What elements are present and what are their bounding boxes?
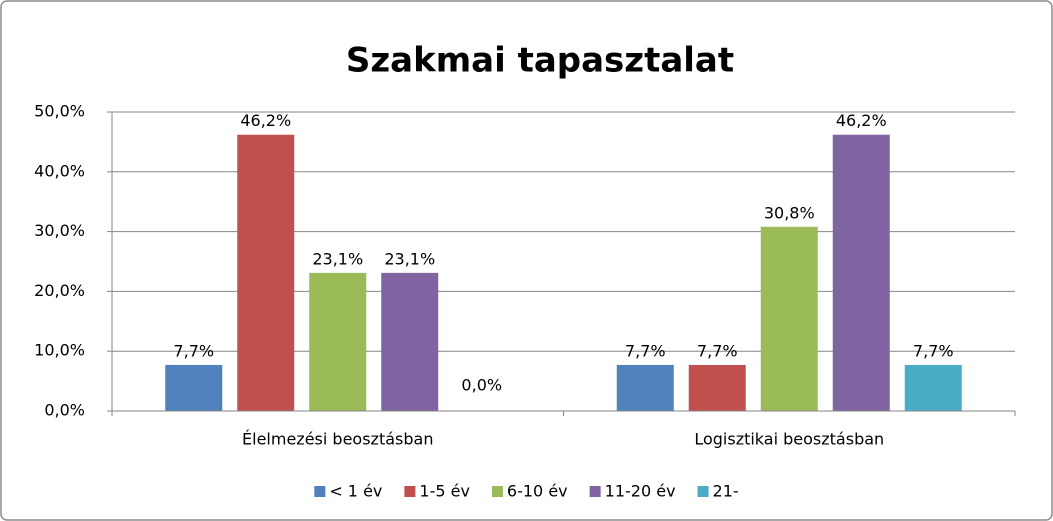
value-label: 30,8% bbox=[764, 203, 815, 222]
bar bbox=[904, 364, 962, 411]
y-tick-label: 30,0% bbox=[34, 221, 85, 240]
value-label: 0,0% bbox=[461, 376, 502, 395]
legend-swatch bbox=[404, 486, 416, 497]
legend-label: 1-5 év bbox=[419, 482, 470, 501]
value-label: 46,2% bbox=[836, 111, 887, 130]
value-label: 7,7% bbox=[173, 341, 214, 360]
value-label: 23,1% bbox=[312, 249, 363, 268]
bar bbox=[237, 134, 295, 411]
y-tick-label: 10,0% bbox=[34, 341, 85, 360]
legend-label: 6-10 év bbox=[507, 482, 568, 501]
y-tick-label: 0,0% bbox=[44, 401, 85, 420]
legend-swatch bbox=[589, 486, 601, 497]
y-tick-label: 20,0% bbox=[34, 281, 85, 300]
bar bbox=[760, 226, 818, 411]
bar bbox=[616, 364, 674, 411]
legend-label: 11-20 év bbox=[605, 482, 676, 501]
chart-title: Szakmai tapasztalat bbox=[346, 41, 734, 81]
y-tick-label: 40,0% bbox=[34, 161, 85, 180]
legend-swatch bbox=[697, 486, 709, 497]
y-tick-label: 50,0% bbox=[34, 102, 85, 121]
legend-swatch bbox=[491, 486, 503, 497]
value-label: 7,7% bbox=[697, 341, 738, 360]
value-label: 7,7% bbox=[913, 341, 954, 360]
x-tick-label: Logisztikai beosztásban bbox=[694, 430, 884, 449]
legend-label: < 1 év bbox=[329, 482, 382, 501]
bar bbox=[309, 272, 367, 411]
x-tick-label: Élelmezési beosztásban bbox=[242, 430, 433, 449]
bar bbox=[381, 272, 439, 411]
value-label: 23,1% bbox=[384, 249, 435, 268]
bar bbox=[688, 364, 746, 411]
legend-label: 21- bbox=[713, 482, 739, 501]
value-label: 46,2% bbox=[240, 111, 291, 130]
bar bbox=[165, 364, 223, 411]
bar bbox=[832, 134, 890, 411]
value-label: 7,7% bbox=[625, 341, 666, 360]
legend-swatch bbox=[314, 486, 326, 497]
